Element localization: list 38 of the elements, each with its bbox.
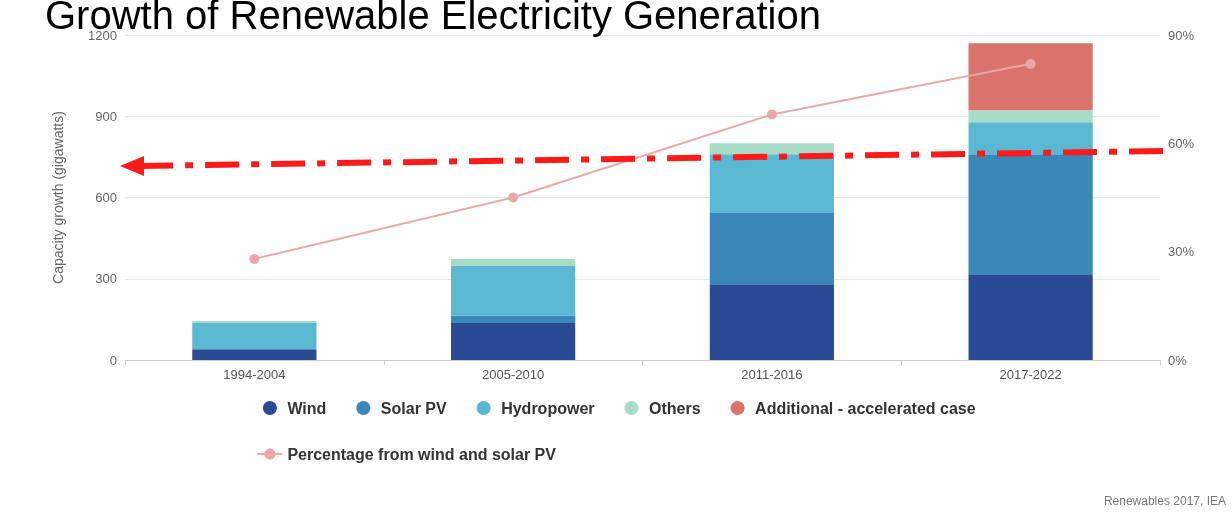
bar — [968, 274, 1093, 360]
y2-tick-label: 0% — [1168, 352, 1188, 368]
y2-tick-label: 60% — [1168, 135, 1195, 151]
bar — [709, 143, 834, 155]
point — [508, 192, 519, 203]
point — [249, 253, 260, 264]
bar — [451, 258, 576, 267]
bar — [192, 349, 317, 360]
bar — [968, 154, 1093, 275]
y2-tick-label: 30% — [1168, 244, 1195, 260]
y-axis-title: Capacity growth (gigawatts) — [50, 111, 66, 284]
y-tick-label: 900 — [95, 108, 117, 124]
bar — [451, 322, 576, 360]
bar — [968, 43, 1093, 111]
legend-label: Solar PV — [380, 399, 447, 417]
bar — [709, 154, 834, 213]
y2-tick-label: 90% — [1168, 27, 1195, 43]
text: Renewables 2017, IEA — [1103, 494, 1227, 508]
bar — [968, 110, 1093, 123]
bar — [709, 284, 834, 360]
bar — [192, 322, 317, 350]
bar — [451, 315, 576, 323]
legend-label: Wind — [287, 399, 327, 417]
x-tick-label: 1994-2004 — [223, 367, 286, 382]
y-tick-label: 0 — [109, 352, 117, 368]
legend-label: Additional - accelerated case — [755, 399, 976, 417]
x-tick-label: 2011-2016 — [741, 367, 803, 382]
x-tick-label: 2017-2022 — [999, 367, 1062, 382]
bar — [709, 212, 834, 285]
y-tick-label: 600 — [95, 190, 117, 205]
y-tick-label: 300 — [95, 271, 117, 287]
point — [1025, 58, 1036, 69]
legend-label: Percentage from wind and solar PV — [287, 445, 557, 463]
x-tick-label: 2005-2010 — [482, 367, 545, 382]
point — [766, 109, 777, 120]
bar — [451, 266, 576, 316]
legend-label: Others — [649, 399, 701, 417]
legend-label: Hydropower — [501, 399, 595, 417]
